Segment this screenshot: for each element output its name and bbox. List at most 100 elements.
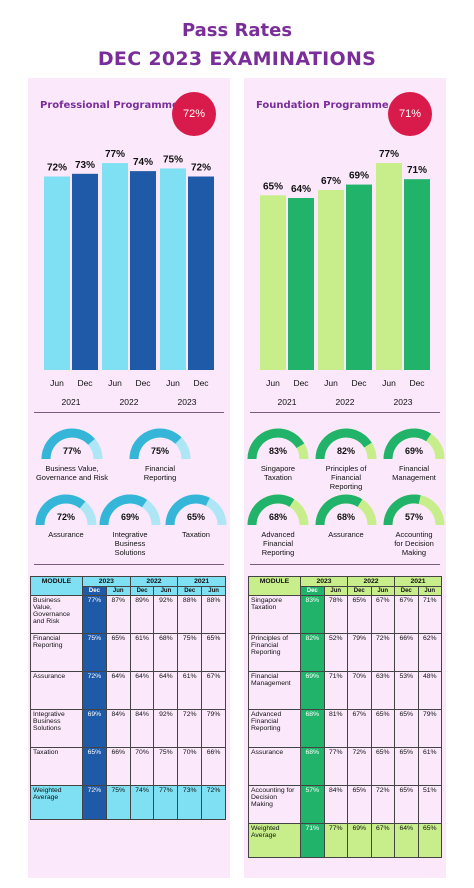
gauge-fill xyxy=(247,494,295,526)
pass-rate-cell: 52% xyxy=(323,633,348,672)
pass-rate-cell: 75% xyxy=(177,633,203,672)
gauge-fill xyxy=(129,428,182,460)
pass-rate-cell: 73% xyxy=(177,785,203,820)
gauge-value: 77% xyxy=(62,446,81,456)
table-row: Principles of Financial Reporting 82% 52% 7… xyxy=(248,633,442,672)
pass-rate-cell: 69% xyxy=(300,671,325,710)
foundation-panel: Foundation Programme 71% 65% Jun 64% Dec 67%… xyxy=(244,78,446,878)
gauge xyxy=(315,428,377,460)
pass-rate-cell: 64% xyxy=(105,671,131,710)
pass-rate-cell: 68% xyxy=(300,709,325,748)
bar-value-label: 77% xyxy=(379,149,399,160)
pass-rate-cell: 77% xyxy=(153,785,179,820)
page-subtitle: DEC 2023 EXAMINATIONS xyxy=(97,48,377,70)
table-header-year: 2023 xyxy=(300,576,348,587)
gauge-fill xyxy=(35,494,86,526)
module-name: Singapore Taxation xyxy=(248,595,301,634)
gauge-label: Principles of Financial Reporting xyxy=(325,464,367,491)
bar xyxy=(160,168,186,370)
table-row: Taxation 65% 66% 70% 75% 70% 66% xyxy=(30,747,226,786)
bar-value-label: 69% xyxy=(349,171,369,182)
pass-rate-cell: 65% xyxy=(394,747,419,786)
gauge xyxy=(99,494,161,526)
gauge-label: Assurance xyxy=(328,530,364,539)
module-name: Business Value, Governance and Risk xyxy=(30,595,83,634)
pass-rate-cell: 69% xyxy=(82,709,107,748)
pass-rate-cell: 92% xyxy=(153,595,179,634)
gauge-label: Business Value, Governance and Risk xyxy=(35,464,109,482)
module-name: Weighted Average xyxy=(30,785,83,820)
module-name: Assurance xyxy=(248,747,301,786)
gauge xyxy=(383,494,445,526)
pass-rate-cell: 57% xyxy=(300,785,325,824)
pass-rate-cell: 72% xyxy=(201,785,226,820)
table-row: Financial Reporting 75% 65% 61% 68% 75% 65% xyxy=(30,633,226,672)
foundation-badge: 71% xyxy=(388,92,432,136)
gauge-value: 83% xyxy=(268,446,287,456)
module-name: Assurance xyxy=(30,671,83,710)
pass-rate-cell: 79% xyxy=(347,633,372,672)
pass-rate-cell: 68% xyxy=(300,747,325,786)
gauge-label: Integrative Business Solutions xyxy=(112,530,148,557)
pass-rate-cell: 77% xyxy=(82,595,107,634)
pass-rate-cell: 65% xyxy=(347,595,372,634)
pass-rate-cell: 84% xyxy=(105,709,131,748)
pass-rate-cell: 65% xyxy=(82,747,107,786)
pass-rate-cell: 84% xyxy=(129,709,155,748)
table-header-year: 2023 xyxy=(82,576,131,587)
gauge-fill xyxy=(383,494,421,526)
table-row: Integrative Business Solutions 69% 84% 84% 9… xyxy=(30,709,226,748)
pass-rate-cell: 65% xyxy=(347,785,372,824)
pass-rate-cell: 88% xyxy=(201,595,226,634)
table-header-period: Jun xyxy=(323,586,348,596)
year-label: 2023 xyxy=(178,397,197,407)
pass-rate-cell: 72% xyxy=(82,671,107,710)
pass-rate-cell: 63% xyxy=(370,671,395,710)
module-name: Integrative Business Solutions xyxy=(30,709,83,748)
gauge-label: Financial Management xyxy=(392,464,436,482)
bar xyxy=(44,176,70,370)
gauge-label: Taxation xyxy=(182,530,210,539)
pass-rate-cell: 70% xyxy=(129,747,155,786)
table-header-period: Jun xyxy=(417,586,442,596)
table-header-period: Dec xyxy=(347,586,372,596)
gauge-value: 75% xyxy=(150,446,169,456)
gauge-value: 72% xyxy=(56,512,75,522)
pass-rate-cell: 74% xyxy=(129,785,155,820)
pass-rate-cell: 72% xyxy=(347,747,372,786)
pass-rate-cell: 66% xyxy=(394,633,419,672)
professional-bar-chart: 72% Jun 73% Dec 77% Jun 74% Dec 75% Jun 72% Dec 2021… xyxy=(44,149,214,407)
table-header-period: Dec xyxy=(82,586,107,596)
pass-rate-cell: 81% xyxy=(323,709,348,748)
gauge xyxy=(315,494,377,526)
bar-value-label: 72% xyxy=(191,163,211,174)
gauge xyxy=(129,428,191,460)
pass-rate-cell: 67% xyxy=(394,595,419,634)
module-name: Weighted Average xyxy=(248,823,301,858)
table-row: Financial Management 69% 71% 70% 63% 53% 48% xyxy=(248,671,442,710)
x-tick-label: Dec xyxy=(193,378,209,388)
pass-rate-cell: 77% xyxy=(323,823,348,858)
gauge-label: Advanced Financial Reporting xyxy=(261,530,295,557)
bar-value-label: 73% xyxy=(75,160,95,171)
pass-rate-cell: 78% xyxy=(323,595,348,634)
module-name: Financial Management xyxy=(248,671,301,710)
x-tick-label: Jun xyxy=(166,378,180,388)
pass-rate-cell: 75% xyxy=(153,747,179,786)
bar-value-label: 72% xyxy=(47,163,67,174)
gauge-value: 57% xyxy=(404,512,423,522)
bar-value-label: 67% xyxy=(321,176,341,187)
table-header-module: MODULE xyxy=(30,576,83,596)
pass-rate-cell: 62% xyxy=(417,633,442,672)
pass-rate-cell: 65% xyxy=(201,633,226,672)
gauge xyxy=(35,494,97,526)
pass-rate-cell: 72% xyxy=(370,785,395,824)
pass-rate-cell: 67% xyxy=(370,595,395,634)
module-name: Accounting for Decision Making xyxy=(248,785,301,824)
pass-rate-cell: 77% xyxy=(323,747,348,786)
gauge-fill xyxy=(165,494,210,526)
pass-rate-cell: 65% xyxy=(370,747,395,786)
x-tick-label: Dec xyxy=(135,378,151,388)
pass-rate-cell: 72% xyxy=(370,633,395,672)
divider xyxy=(34,412,224,413)
